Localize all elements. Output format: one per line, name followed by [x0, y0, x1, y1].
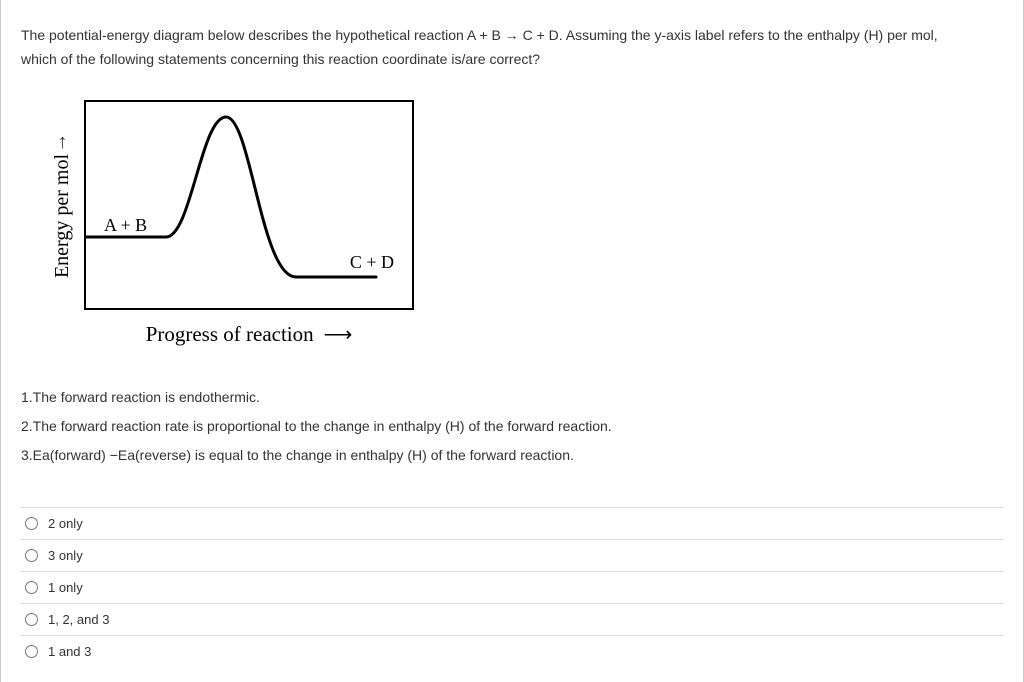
option-row-1[interactable]: 2 only — [21, 508, 1003, 540]
option-row-3[interactable]: 1 only — [21, 572, 1003, 604]
diagram-column: A + B C + D Progress of reaction ⟶ — [84, 100, 414, 347]
statement-2: 2.The forward reaction rate is proportio… — [21, 412, 1003, 441]
answer-options: 2 only 3 only 1 only 1, 2, and 3 1 and 3 — [21, 507, 1003, 667]
right-arrow-icon: ⟶ — [324, 322, 353, 347]
question-line-1: The potential-energy diagram below descr… — [21, 27, 938, 43]
option-label-4: 1, 2, and 3 — [48, 612, 109, 627]
y-axis-label: Energy per mol — [51, 154, 74, 278]
question-prompt: The potential-energy diagram below descr… — [21, 24, 1003, 72]
option-label-5: 1 and 3 — [48, 644, 91, 659]
diagram-box: A + B C + D — [84, 100, 414, 310]
option-radio-1[interactable] — [25, 517, 38, 530]
option-label-3: 1 only — [48, 580, 83, 595]
option-label-1: 2 only — [48, 516, 83, 531]
reactants-label: A + B — [104, 215, 147, 236]
statements-block: 1.The forward reaction is endothermic. 2… — [21, 383, 1003, 471]
y-axis: ↑ Energy per mol — [51, 100, 74, 310]
option-row-5[interactable]: 1 and 3 — [21, 636, 1003, 667]
option-label-2: 3 only — [48, 548, 83, 563]
option-radio-3[interactable] — [25, 581, 38, 594]
products-label: C + D — [350, 252, 394, 273]
x-axis-label: Progress of reaction — [146, 322, 314, 347]
statement-3: 3.Ea(forward) −Ea(reverse) is equal to t… — [21, 441, 1003, 470]
option-radio-2[interactable] — [25, 549, 38, 562]
energy-curve-icon — [86, 102, 416, 312]
x-axis: Progress of reaction ⟶ — [146, 322, 353, 347]
up-arrow-icon: ↑ — [58, 132, 68, 152]
option-radio-5[interactable] — [25, 645, 38, 658]
energy-diagram: ↑ Energy per mol A + B C + D Progress of… — [51, 100, 1003, 347]
option-row-2[interactable]: 3 only — [21, 540, 1003, 572]
question-line-2: which of the following statements concer… — [21, 51, 540, 67]
option-row-4[interactable]: 1, 2, and 3 — [21, 604, 1003, 636]
option-radio-4[interactable] — [25, 613, 38, 626]
statement-1: 1.The forward reaction is endothermic. — [21, 383, 1003, 412]
